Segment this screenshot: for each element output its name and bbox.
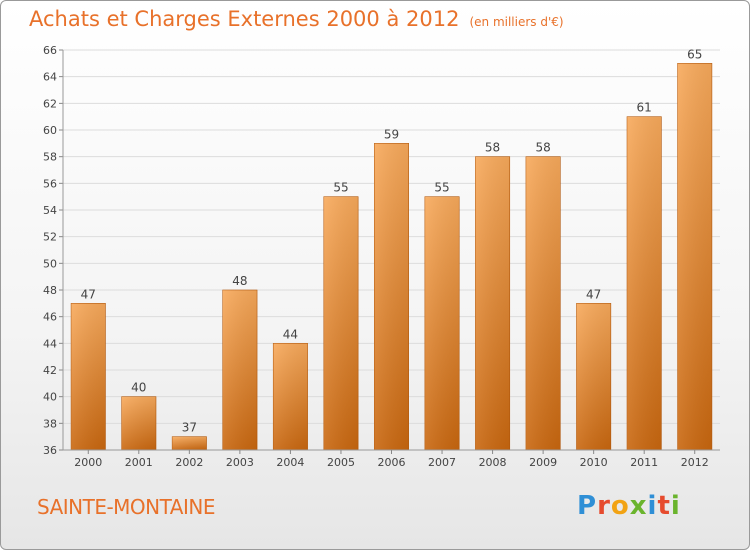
data-label: 40 <box>131 381 146 395</box>
y-tick-label: 42 <box>43 364 57 377</box>
bar-shade <box>627 116 662 451</box>
proxiti-logo: Proxiti <box>577 491 681 521</box>
data-label: 58 <box>485 141 500 155</box>
bar-shade <box>71 303 106 450</box>
data-label: 37 <box>182 421 197 435</box>
x-tick-label: 2004 <box>276 456 304 469</box>
data-label: 61 <box>637 101 652 115</box>
bar-shade <box>374 143 409 451</box>
x-tick-label: 2009 <box>529 456 557 469</box>
y-tick-label: 62 <box>43 97 57 110</box>
bar-shade <box>323 196 359 450</box>
y-tick-label: 66 <box>43 44 57 57</box>
y-tick-label: 52 <box>43 231 57 244</box>
y-tick-label: 38 <box>43 417 57 430</box>
chart-title: Achats et Charges Externes 2000 à 2012 <box>29 7 460 31</box>
bar-shade <box>475 156 510 450</box>
y-tick-label: 50 <box>43 257 57 270</box>
x-tick-label: 2000 <box>74 456 102 469</box>
y-tick-label: 48 <box>43 284 57 297</box>
bar-shade <box>576 303 611 450</box>
x-tick-label: 2002 <box>175 456 203 469</box>
data-label: 55 <box>333 181 348 195</box>
x-tick-label: 2006 <box>378 456 406 469</box>
bar-shade <box>273 343 308 450</box>
x-tick-label: 2007 <box>428 456 456 469</box>
bar-shade <box>525 156 561 450</box>
data-label: 47 <box>81 287 96 301</box>
data-label: 48 <box>232 274 247 288</box>
y-tick-label: 40 <box>43 391 57 404</box>
data-label: 59 <box>384 127 399 141</box>
x-tick-label: 2001 <box>125 456 153 469</box>
data-label: 44 <box>283 327 298 341</box>
x-tick-label: 2003 <box>226 456 254 469</box>
city-name: SAINTE-MONTAINE <box>37 495 215 519</box>
y-tick-label: 58 <box>43 151 57 164</box>
x-tick-label: 2012 <box>681 456 709 469</box>
y-tick-label: 54 <box>43 204 57 217</box>
y-tick-label: 64 <box>43 71 57 84</box>
bar-shade <box>121 396 156 450</box>
y-tick-label: 36 <box>43 444 57 457</box>
data-label: 58 <box>535 141 550 155</box>
y-tick-label: 56 <box>43 177 57 190</box>
data-label: 47 <box>586 287 601 301</box>
y-tick-label: 60 <box>43 124 57 137</box>
x-tick-label: 2010 <box>580 456 608 469</box>
data-label: 55 <box>434 181 449 195</box>
bar-shade <box>172 436 207 450</box>
data-label: 65 <box>687 47 702 61</box>
bar-shade <box>222 290 258 450</box>
x-tick-label: 2008 <box>479 456 507 469</box>
x-tick-label: 2005 <box>327 456 355 469</box>
y-tick-label: 46 <box>43 311 57 324</box>
x-tick-label: 2011 <box>630 456 658 469</box>
chart-unit: (en milliers d'€) <box>469 15 564 29</box>
bar-shade <box>424 196 460 450</box>
chart-title-block: Achats et Charges Externes 2000 à 2012 (e… <box>29 7 564 31</box>
y-tick-label: 44 <box>43 337 57 350</box>
bar-shade <box>677 63 712 450</box>
